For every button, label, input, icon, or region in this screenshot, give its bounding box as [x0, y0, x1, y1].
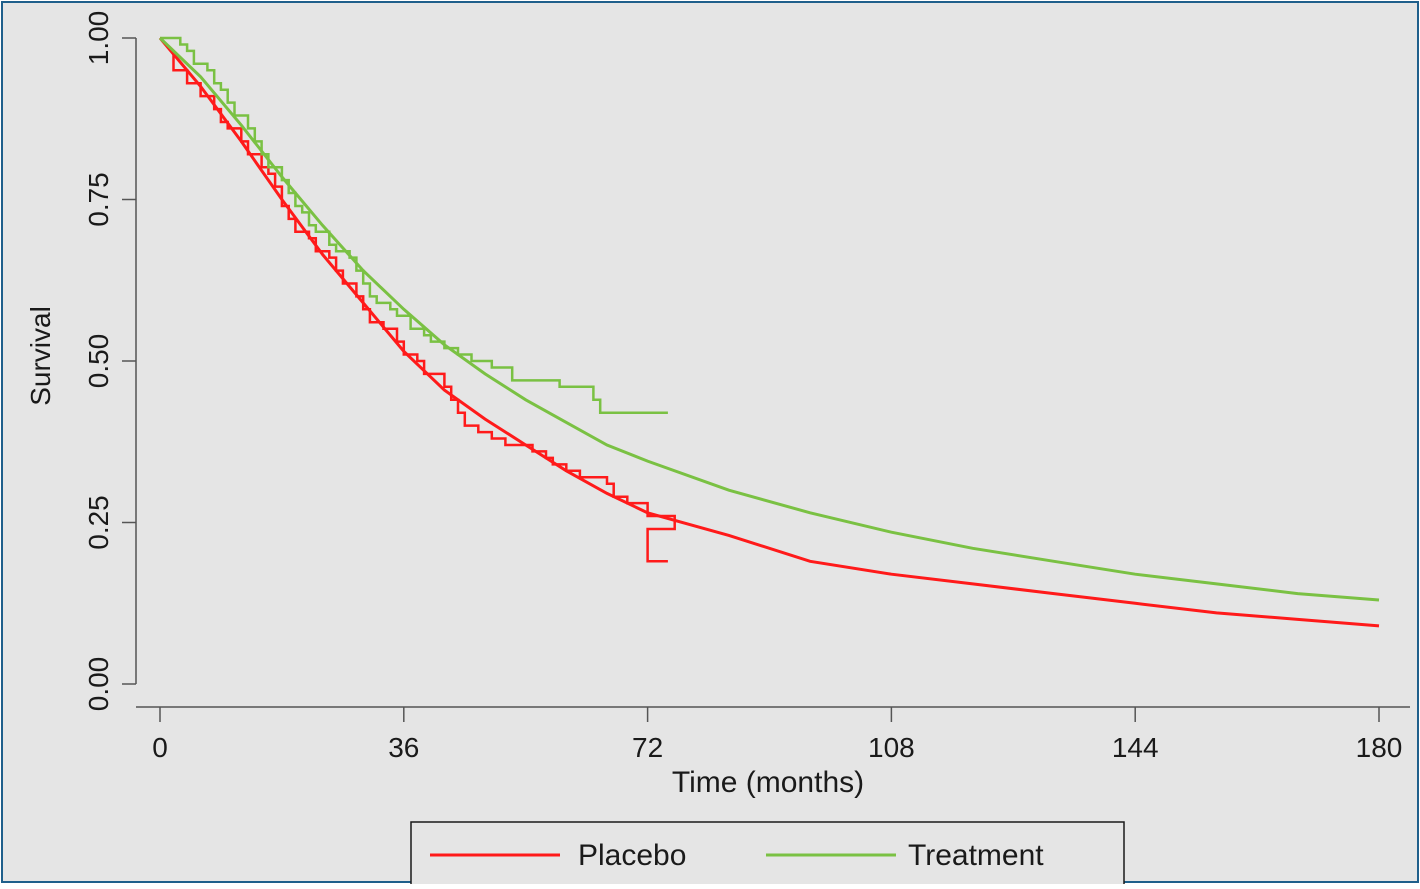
y-tick-label: 0.75 [83, 172, 114, 227]
legend-label-treatment: Treatment [908, 839, 1044, 872]
treatment-smooth-curve [158, 36, 1380, 602]
x-tick-label: 144 [1112, 732, 1159, 763]
x-tick-label: 36 [388, 732, 419, 763]
y-tick-label: 1.00 [83, 11, 114, 66]
legend: Placebo Treatment [410, 821, 1125, 889]
x-axis-label: Time (months) [672, 766, 864, 799]
x-tick-label: 108 [868, 732, 915, 763]
x-tick-label: 0 [152, 732, 168, 763]
y-tick-label: 0.50 [83, 334, 114, 389]
axes: 0.00 0.25 0.50 0.75 1.00 0 36 72 108 144 180 [83, 11, 1410, 763]
x-tick-label: 72 [632, 732, 663, 763]
placebo-smooth-curve [158, 37, 1380, 628]
y-tick-label: 0.00 [83, 657, 114, 712]
y-tick-label: 0.25 [83, 495, 114, 550]
y-axis-label: Survival [25, 306, 56, 406]
x-tick-label: 180 [1356, 732, 1403, 763]
series-layer [158, 36, 1380, 628]
legend-label-placebo: Placebo [578, 839, 686, 872]
